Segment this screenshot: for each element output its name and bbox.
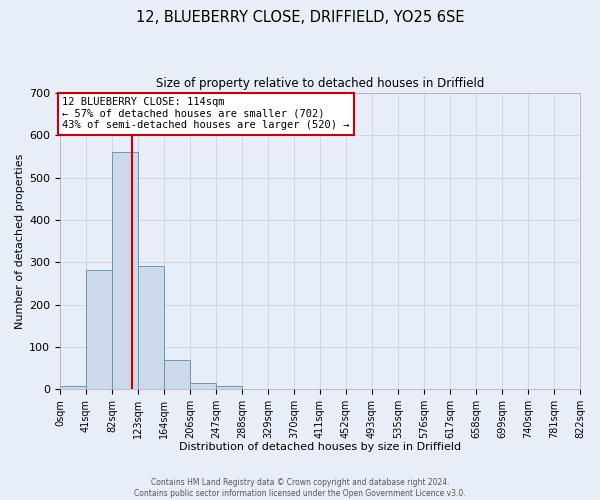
Y-axis label: Number of detached properties: Number of detached properties	[15, 154, 25, 329]
Title: Size of property relative to detached houses in Driffield: Size of property relative to detached ho…	[156, 78, 484, 90]
Bar	[190, 384, 216, 389]
Bar	[60, 386, 86, 389]
Bar	[138, 266, 164, 389]
Bar	[112, 152, 138, 389]
Text: 12 BLUEBERRY CLOSE: 114sqm
← 57% of detached houses are smaller (702)
43% of sem: 12 BLUEBERRY CLOSE: 114sqm ← 57% of deta…	[62, 98, 349, 130]
Text: 12, BLUEBERRY CLOSE, DRIFFIELD, YO25 6SE: 12, BLUEBERRY CLOSE, DRIFFIELD, YO25 6SE	[136, 10, 464, 25]
Text: Contains HM Land Registry data © Crown copyright and database right 2024.
Contai: Contains HM Land Registry data © Crown c…	[134, 478, 466, 498]
Bar	[164, 360, 190, 389]
Bar	[86, 270, 112, 389]
X-axis label: Distribution of detached houses by size in Driffield: Distribution of detached houses by size …	[179, 442, 461, 452]
Bar	[216, 386, 242, 389]
